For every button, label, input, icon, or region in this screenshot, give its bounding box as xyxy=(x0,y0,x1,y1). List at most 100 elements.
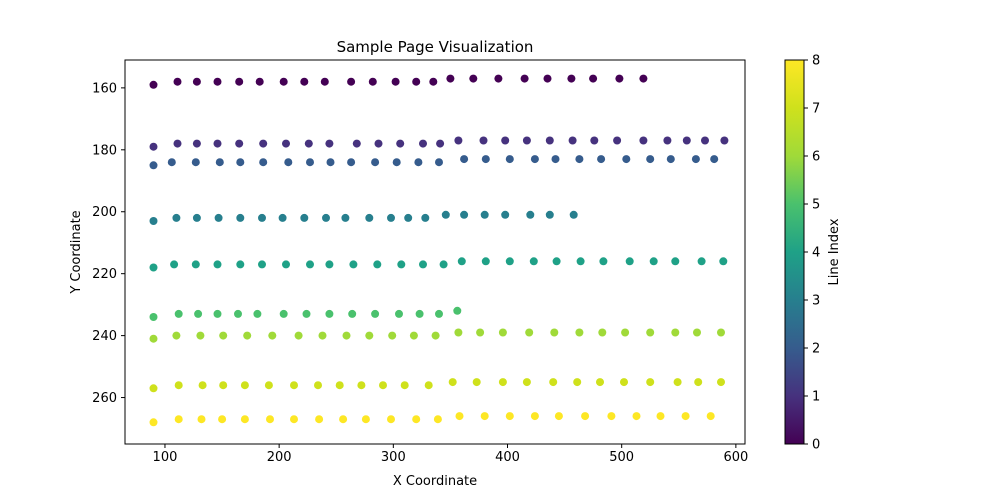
data-point-line-2 xyxy=(691,155,700,164)
data-point-line-4 xyxy=(529,257,538,266)
data-point-line-2 xyxy=(392,158,401,167)
data-point-line-3 xyxy=(569,210,578,219)
data-point-line-8 xyxy=(290,415,298,424)
data-point-line-7 xyxy=(149,384,158,393)
data-point-line-5 xyxy=(213,309,222,318)
data-point-line-4 xyxy=(576,257,585,266)
data-point-line-2 xyxy=(481,155,490,164)
data-point-line-3 xyxy=(441,210,450,219)
data-point-line-4 xyxy=(373,260,382,269)
data-point-line-1 xyxy=(173,139,182,148)
data-point-line-6 xyxy=(575,328,584,337)
data-point-line-1 xyxy=(701,136,709,145)
data-point-line-6 xyxy=(693,328,701,337)
data-point-line-3 xyxy=(341,213,350,222)
data-point-line-6 xyxy=(498,328,507,337)
y-tick-label: 220 xyxy=(92,267,117,282)
data-point-line-4 xyxy=(325,260,334,269)
data-point-line-4 xyxy=(170,260,179,269)
data-point-line-6 xyxy=(243,331,252,340)
data-point-line-0 xyxy=(543,74,552,83)
data-point-line-2 xyxy=(460,155,469,164)
y-tick-label: 160 xyxy=(92,81,117,96)
data-point-line-4 xyxy=(419,260,427,269)
data-point-line-5 xyxy=(453,306,462,315)
y-axis-ticks: 160 180 200 220 240 260 xyxy=(92,81,125,406)
data-point-line-3 xyxy=(421,213,430,222)
data-point-line-8 xyxy=(174,415,183,424)
data-point-line-1 xyxy=(282,139,290,148)
colorbar-tick-label: 2 xyxy=(812,342,820,357)
chart-title: Sample Page Visualization xyxy=(337,38,534,56)
colorbar-label: Line Index xyxy=(827,218,842,285)
data-point-line-7 xyxy=(314,381,322,390)
data-point-line-1 xyxy=(639,136,648,145)
data-point-line-1 xyxy=(192,139,201,148)
data-point-line-6 xyxy=(342,331,351,340)
data-point-line-3 xyxy=(258,213,266,222)
data-point-line-5 xyxy=(279,309,288,318)
data-point-line-3 xyxy=(236,213,245,222)
data-point-line-2 xyxy=(646,155,655,164)
data-point-line-6 xyxy=(717,328,725,337)
data-point-line-2 xyxy=(622,155,631,164)
data-point-line-3 xyxy=(480,210,489,219)
data-point-line-5 xyxy=(234,309,242,318)
data-point-line-2 xyxy=(149,161,158,170)
data-point-line-6 xyxy=(431,331,440,340)
data-point-line-4 xyxy=(236,260,245,269)
data-point-line-2 xyxy=(236,158,245,167)
data-point-line-3 xyxy=(300,213,309,222)
y-tick-label: 260 xyxy=(92,391,117,406)
data-point-line-7 xyxy=(240,381,249,390)
data-point-line-7 xyxy=(379,381,387,390)
data-point-line-1 xyxy=(352,139,361,148)
data-point-line-7 xyxy=(596,378,604,387)
data-point-line-6 xyxy=(476,328,485,337)
data-point-line-7 xyxy=(673,378,682,387)
data-points xyxy=(149,74,729,427)
data-point-line-3 xyxy=(172,213,181,222)
data-point-line-4 xyxy=(719,257,728,266)
data-point-line-7 xyxy=(717,378,725,387)
data-point-line-0 xyxy=(639,74,648,83)
data-point-line-3 xyxy=(365,213,374,222)
colorbar-tick-label: 6 xyxy=(812,150,820,165)
data-point-line-0 xyxy=(429,77,438,86)
data-point-line-4 xyxy=(649,257,658,266)
data-point-line-7 xyxy=(290,381,298,390)
data-point-line-7 xyxy=(174,381,183,390)
data-point-line-8 xyxy=(339,415,348,424)
colorbar-tick-label: 3 xyxy=(812,294,820,309)
data-point-line-1 xyxy=(235,139,244,148)
data-point-line-6 xyxy=(219,331,228,340)
data-point-line-1 xyxy=(454,136,463,145)
data-point-line-0 xyxy=(149,80,158,89)
data-point-line-5 xyxy=(395,309,403,318)
data-point-line-8 xyxy=(387,415,395,424)
data-point-line-7 xyxy=(198,381,207,390)
data-point-line-0 xyxy=(320,77,329,86)
data-point-line-7 xyxy=(472,378,481,387)
data-point-line-0 xyxy=(173,77,182,86)
plot-frame xyxy=(124,59,746,445)
data-point-line-4 xyxy=(457,257,466,266)
data-point-line-3 xyxy=(149,217,158,225)
data-point-line-8 xyxy=(315,415,324,424)
data-point-line-5 xyxy=(253,309,262,318)
data-point-line-1 xyxy=(374,139,383,148)
data-point-line-2 xyxy=(371,158,380,167)
data-point-line-1 xyxy=(213,139,222,148)
data-point-line-3 xyxy=(192,213,201,222)
data-point-line-7 xyxy=(335,381,344,390)
data-point-line-1 xyxy=(590,136,599,145)
x-tick-label: 500 xyxy=(609,450,634,465)
data-point-line-0 xyxy=(300,77,309,86)
x-tick-label: 300 xyxy=(381,450,406,465)
data-point-line-3 xyxy=(460,210,469,219)
data-point-line-8 xyxy=(607,412,616,421)
data-point-line-2 xyxy=(215,158,224,167)
data-point-line-5 xyxy=(194,309,203,318)
data-point-line-3 xyxy=(545,210,554,219)
